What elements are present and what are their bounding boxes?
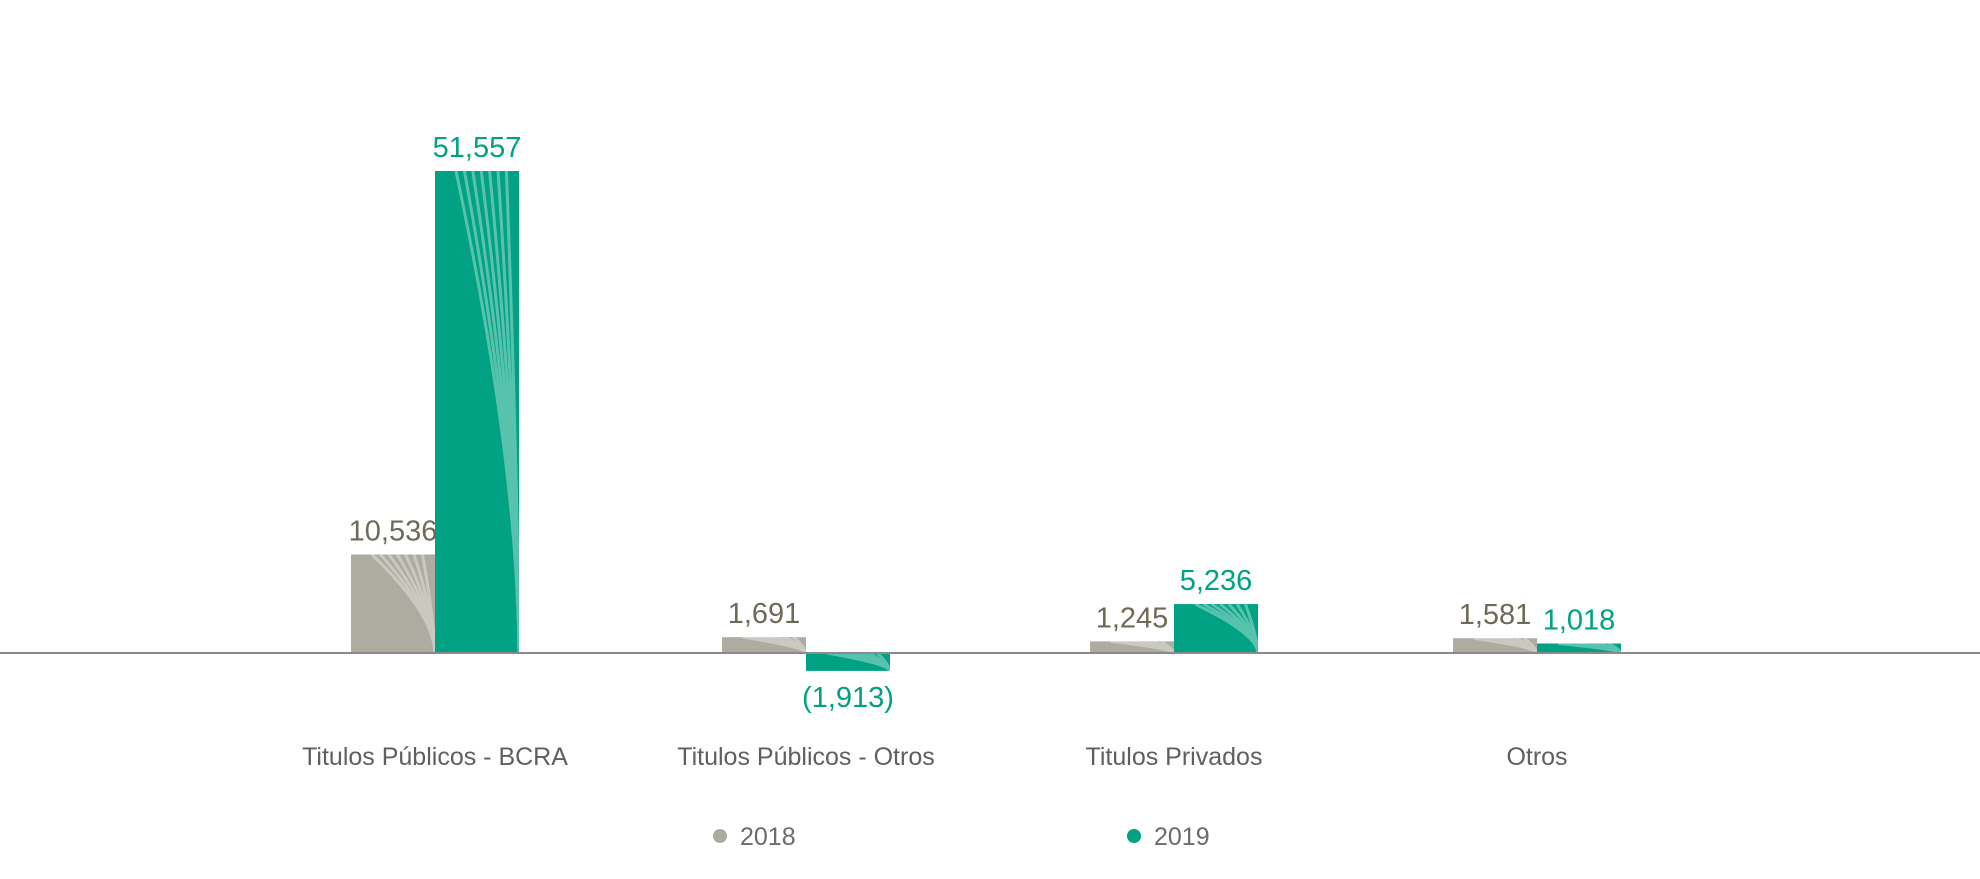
value-labels-layer: 10,536 1,691 1,245 1,581 51,557 (1,913) 5,236 1… <box>349 132 1616 714</box>
bar-streak <box>1235 603 1260 654</box>
bar-2019-3 <box>1174 604 1258 653</box>
legend-label-2019: 2019 <box>1154 823 1210 851</box>
legend-marker-2018 <box>713 829 727 843</box>
value-label-2018-1: 10,536 <box>349 516 438 548</box>
value-label-2019-1: 51,557 <box>433 132 522 164</box>
value-label-2019-3: 5,236 <box>1180 565 1253 597</box>
bar-streak <box>412 554 437 654</box>
bar-streak <box>395 553 437 654</box>
bar-streak <box>835 651 892 672</box>
bar-streak <box>1515 636 1539 654</box>
bar-streak <box>1219 602 1260 654</box>
bar-streaks <box>1473 636 1539 654</box>
bar-streak <box>1507 636 1539 654</box>
value-label-2018-3: 1,245 <box>1096 602 1169 634</box>
bar-2019-2 <box>806 653 890 671</box>
bars-layer <box>351 170 1623 672</box>
bar-2019-4 <box>1537 643 1621 653</box>
bar-streak <box>759 635 808 654</box>
bar-streak <box>1210 602 1260 654</box>
bar-streak <box>876 651 892 672</box>
bar-streak <box>851 651 892 672</box>
bar-streak <box>462 170 521 654</box>
category-label-3: Titulos Privados <box>1086 743 1263 771</box>
bar-streak <box>868 651 892 672</box>
bar-streaks <box>742 635 808 654</box>
value-label-2019-4: 1,018 <box>1543 604 1616 636</box>
bar-streak <box>1498 636 1539 654</box>
bar-streak <box>1227 603 1260 654</box>
legend: 2018 2019 <box>713 823 1210 851</box>
bar-streak <box>792 636 808 654</box>
bar-streak <box>404 553 437 654</box>
bar-streak <box>379 553 437 654</box>
value-label-2018-4: 1,581 <box>1459 599 1532 631</box>
bar-2018-1 <box>351 554 435 653</box>
bar-streak <box>471 170 521 654</box>
bar-streaks <box>1194 602 1260 654</box>
bar-streak <box>860 651 892 672</box>
bar-streak <box>1202 602 1260 654</box>
category-label-2: Titulos Públicos - Otros <box>677 743 934 771</box>
legend-label-2018: 2018 <box>740 823 796 851</box>
value-label-2018-2: 1,691 <box>728 598 801 630</box>
bar-streak <box>1482 636 1539 654</box>
bar-streak <box>742 635 808 654</box>
bar-streak <box>784 635 808 654</box>
bar-streaks <box>826 651 892 672</box>
bar-2019-1 <box>435 171 519 653</box>
legend-marker-2019 <box>1127 829 1141 843</box>
bar-streak <box>454 170 521 654</box>
bar-streaks <box>370 553 437 654</box>
bar-streak <box>504 170 521 654</box>
bar-streak <box>1473 636 1539 654</box>
bar-streaks <box>454 170 521 654</box>
bar-streak <box>1194 602 1260 654</box>
bar-streak <box>751 635 808 654</box>
value-label-2019-2: (1,913) <box>802 682 894 714</box>
bar-2018-2 <box>722 637 806 653</box>
category-labels-layer: Titulos Públicos - BCRA Titulos Públicos … <box>302 743 1567 771</box>
bar-streak <box>843 651 892 672</box>
bar-streak <box>1523 637 1539 654</box>
bar-streak <box>370 553 437 654</box>
bar-streak <box>767 635 808 654</box>
bar-streak <box>387 553 437 654</box>
bar-streak <box>776 635 808 654</box>
bar-streak <box>1243 603 1260 654</box>
bar-2018-4 <box>1453 638 1537 653</box>
bar-streak <box>496 170 521 654</box>
bar-streak <box>420 554 437 654</box>
bar-streak <box>826 651 892 672</box>
bar-2018-3 <box>1090 641 1174 653</box>
bar-streak <box>479 170 521 654</box>
category-label-4: Otros <box>1506 743 1567 771</box>
category-label-1: Titulos Públicos - BCRA <box>302 743 568 771</box>
bar-streak <box>1490 636 1539 654</box>
bar-streak <box>488 170 521 654</box>
